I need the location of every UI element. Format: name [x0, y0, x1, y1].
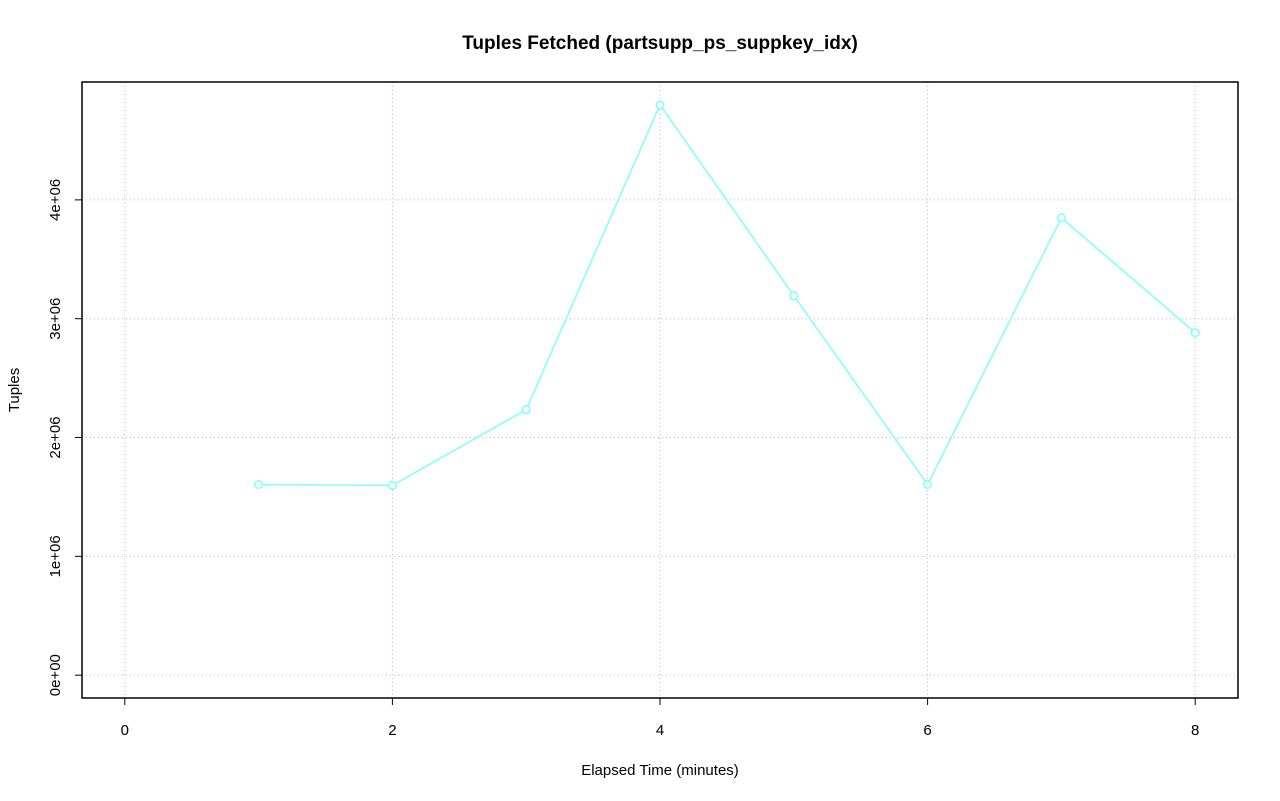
x-tick-label: 6: [923, 722, 931, 739]
y-axis-title: Tuples: [6, 368, 23, 412]
data-point: [387, 480, 397, 490]
plot-frame: [81, 81, 1239, 699]
series-line: [258, 103, 1196, 487]
y-tick-label: 0e+00: [47, 654, 64, 696]
y-tick-label: 3e+06: [47, 298, 64, 340]
data-point: [1190, 328, 1200, 338]
x-tick-label: 2: [388, 722, 396, 739]
x-axis-title: Elapsed Time (minutes): [581, 762, 739, 779]
x-tick-label: 8: [1191, 722, 1199, 739]
x-tick-label: 0: [121, 722, 129, 739]
y-tick-label: 2e+06: [47, 416, 64, 458]
data-point: [521, 405, 531, 415]
y-tick-label: 4e+06: [47, 179, 64, 221]
data-point: [923, 479, 933, 490]
data-point: [1056, 213, 1066, 223]
x-tick-label: 4: [656, 722, 664, 739]
y-tick-label: 1e+06: [47, 535, 64, 577]
data-point: [254, 479, 264, 490]
chart-title: Tuples Fetched (partsupp_ps_suppkey_idx): [462, 33, 858, 54]
data-point: [789, 291, 799, 301]
data-point: [655, 100, 665, 110]
